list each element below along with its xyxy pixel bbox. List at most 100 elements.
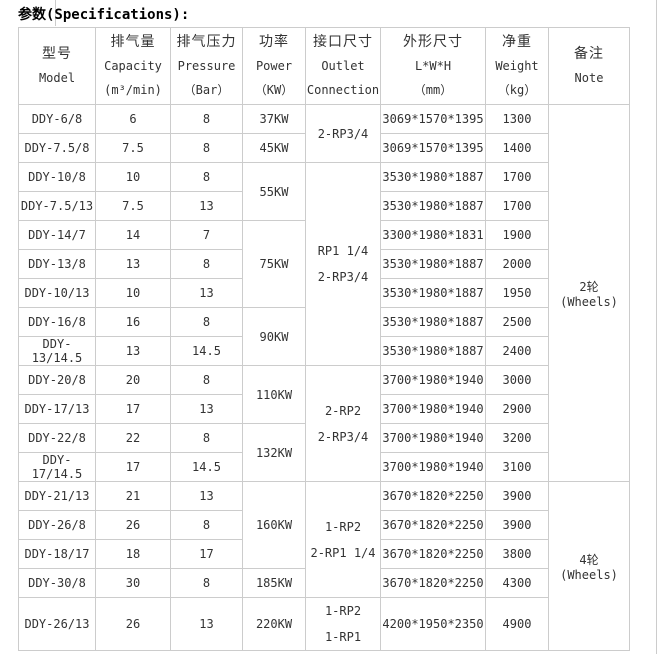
power-cell: 75KW: [242, 220, 306, 308]
weight-cell: 1700: [485, 191, 549, 221]
header-capacity: 排气量 Capacity (m³/min): [95, 27, 171, 105]
outlet-cell: 1-RP2 1-RP1: [305, 597, 381, 651]
pressure-cell: 13: [170, 394, 243, 424]
pressure-cell: 8: [170, 568, 243, 598]
weight-cell: 3200: [485, 423, 549, 453]
table-row: DDY-30/8 30 8 185KW 3670*1820*2250 4300: [18, 568, 630, 598]
pressure-cell: 7: [170, 220, 243, 250]
capacity-cell: 13: [95, 249, 171, 279]
table-row: DDY-26/13 26 13 220KW 1-RP2 1-RP1 4200*1…: [18, 597, 630, 651]
dimensions-cell: 3530*1980*1887: [380, 278, 486, 308]
weight-cell: 3900: [485, 481, 549, 511]
header-pressure-zh: 排气压力: [176, 34, 237, 50]
pressure-cell: 13: [170, 278, 243, 308]
header-pressure-en: Pressure: [177, 59, 236, 73]
capacity-cell: 18: [95, 539, 171, 569]
outlet-line: 2-RP2: [324, 403, 362, 418]
header-outlet-en1: Outlet: [321, 59, 365, 73]
dimensions-cell: 3530*1980*1887: [380, 307, 486, 337]
header-pressure-unit: （Bar）: [183, 83, 230, 97]
power-cell: 45KW: [242, 133, 306, 163]
weight-cell: 1700: [485, 162, 549, 192]
model-cell: DDY-10/13: [18, 278, 96, 308]
outlet-cell: RP1 1/4 2-RP3/4: [305, 162, 381, 366]
weight-cell: 2000: [485, 249, 549, 279]
pressure-cell: 14.5: [170, 336, 243, 366]
weight-cell: 2400: [485, 336, 549, 366]
model-cell: DDY-17/14.5: [18, 452, 96, 482]
model-cell: DDY-26/8: [18, 510, 96, 540]
outlet-line: RP1 1/4: [317, 244, 369, 258]
pressure-cell: 8: [170, 423, 243, 453]
pressure-cell: 8: [170, 365, 243, 395]
model-cell: DDY-13/14.5: [18, 336, 96, 366]
table-row: DDY-10/13 10 13 3530*1980*1887 1950: [18, 278, 630, 308]
header-outlet-en2: Connection: [306, 83, 380, 97]
table-row: DDY-7.5/8 7.5 8 45KW 3069*1570*1395 1400: [18, 133, 630, 163]
model-cell: DDY-16/8: [18, 307, 96, 337]
header-model: 型号 Model: [18, 27, 96, 105]
outlet-line: 2-RP3/4: [317, 270, 369, 284]
header-outlet-zh: 接口尺寸: [313, 34, 373, 50]
model-cell: DDY-10/8: [18, 162, 96, 192]
capacity-cell: 16: [95, 307, 171, 337]
outlet-line: 1-RP2: [324, 519, 362, 534]
capacity-cell: 7.5: [95, 191, 171, 221]
weight-cell: 1900: [485, 220, 549, 250]
table-row: DDY-20/8 20 8 110KW 2-RP2 2-RP3/4 3700*1…: [18, 365, 630, 482]
weight-cell: 1400: [485, 133, 549, 163]
model-cell: DDY-20/8: [18, 365, 96, 395]
model-cell: DDY-21/13: [18, 481, 96, 511]
dimensions-cell: 3670*1820*2250: [380, 481, 486, 511]
table-row: DDY-14/7 14 7 75KW 3300*1980*1831 1900: [18, 220, 630, 308]
pressure-cell: 14.5: [170, 452, 243, 482]
table-row: DDY-21/13 21 13 160KW 1-RP2 2-RP1 1/4 36…: [18, 481, 630, 651]
header-power: 功率 Power （KW）: [242, 27, 306, 105]
header-weight-en: Weight: [495, 59, 539, 73]
model-cell: DDY-26/13: [18, 597, 96, 651]
pressure-cell: 8: [170, 510, 243, 540]
power-cell: 110KW: [242, 365, 306, 424]
model-cell: DDY-22/8: [18, 423, 96, 453]
header-capacity-zh: 排气量: [110, 34, 156, 50]
capacity-cell: 10: [95, 278, 171, 308]
header-model-zh: 型号: [42, 46, 72, 62]
model-cell: DDY-14/7: [18, 220, 96, 250]
header-row: 型号 Model 排气量 Capacity (m³/min) 排气压力 Pres…: [18, 27, 630, 105]
outlet-line: 1-RP2: [324, 604, 362, 618]
note-cell: 2轮 (Wheels): [548, 104, 630, 482]
outlet-line: 2-RP1 1/4: [310, 545, 376, 560]
table-row: DDY-10/8 10 8 55KW RP1 1/4 2-RP3/4 3530*…: [18, 162, 630, 366]
dimensions-cell: 3700*1980*1940: [380, 423, 486, 453]
weight-cell: 2500: [485, 307, 549, 337]
header-dimensions-unit: （mm）: [413, 83, 453, 97]
header-weight: 净重 Weight （kg）: [485, 27, 549, 105]
weight-cell: 3900: [485, 510, 549, 540]
header-note-en: Note: [574, 71, 604, 85]
dimensions-cell: 3069*1570*1395: [380, 104, 486, 134]
capacity-cell: 10: [95, 162, 171, 192]
note-cell: 4轮 (Wheels): [548, 481, 630, 651]
capacity-cell: 17: [95, 394, 171, 424]
capacity-cell: 14: [95, 220, 171, 250]
model-cell: DDY-18/17: [18, 539, 96, 569]
pressure-cell: 8: [170, 307, 243, 337]
header-power-zh: 功率: [259, 34, 289, 50]
model-cell: DDY-30/8: [18, 568, 96, 598]
weight-cell: 3000: [485, 365, 549, 395]
table-row: DDY-6/8 6 8 37KW 2-RP3/4 3069*1570*1395 …: [18, 104, 630, 482]
model-cell: DDY-7.5/13: [18, 191, 96, 221]
power-cell: 132KW: [242, 423, 306, 482]
dimensions-cell: 3670*1820*2250: [380, 539, 486, 569]
power-cell: 55KW: [242, 162, 306, 221]
table-row: DDY-17/13 17 13 3700*1980*1940 2900: [18, 394, 630, 424]
model-cell: DDY-7.5/8: [18, 133, 96, 163]
dimensions-cell: 4200*1950*2350: [380, 597, 486, 651]
outlet-cell: 2-RP3/4: [305, 104, 381, 163]
dimensions-cell: 3700*1980*1940: [380, 394, 486, 424]
table-row: DDY-18/17 18 17 3670*1820*2250 3800: [18, 539, 630, 569]
dimensions-cell: 3670*1820*2250: [380, 510, 486, 540]
table-row: DDY-7.5/13 7.5 13 3530*1980*1887 1700: [18, 191, 630, 221]
outlet-line: 2-RP3/4: [317, 126, 369, 141]
dimensions-cell: 3670*1820*2250: [380, 568, 486, 598]
